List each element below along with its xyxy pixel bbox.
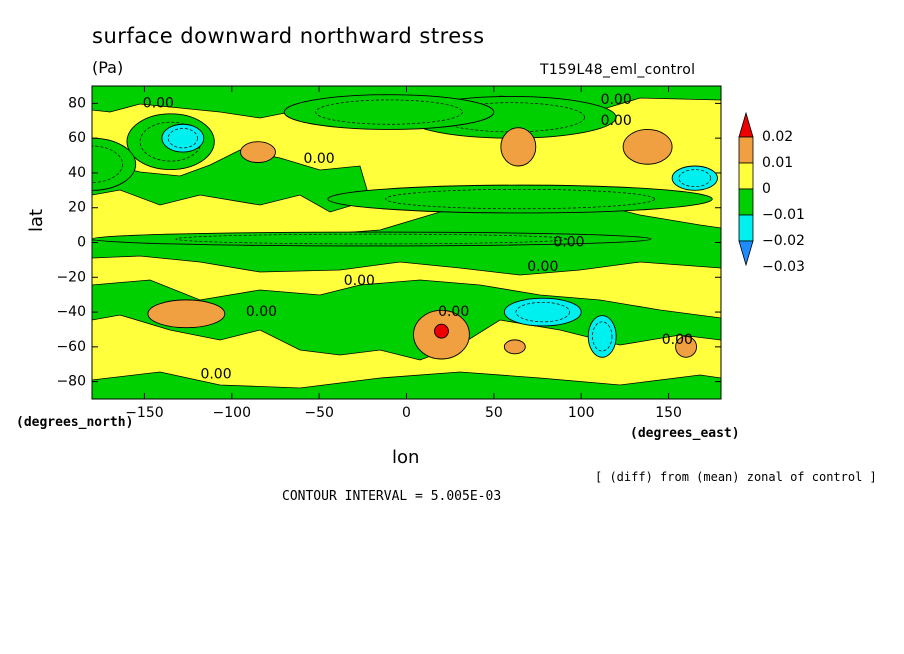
contour-label: 0.00 (527, 259, 558, 275)
contour-interval: CONTOUR INTERVAL = 5.005E-03 (282, 489, 502, 504)
y-axis-label: lat (26, 208, 47, 232)
dashed-contour (592, 321, 613, 352)
y-tick-label: 20 (68, 200, 86, 216)
contour-fill-layers (92, 86, 721, 399)
colorbar-label: 0 (762, 181, 771, 197)
y-tick-label: −60 (56, 339, 86, 355)
colorbar-label: −0.01 (762, 207, 805, 223)
anomaly-region (240, 141, 276, 163)
colorbar-label: −0.03 (762, 259, 805, 275)
colorbar-swatch (738, 162, 754, 190)
x-tick-label: 100 (568, 405, 595, 421)
contour-label: 0.00 (143, 95, 174, 111)
dataset-label: T159L48_eml_control (540, 62, 696, 78)
dashed-contour (515, 301, 571, 323)
dashed-contour (92, 145, 123, 183)
y-tick-label: −40 (56, 304, 86, 320)
contour-label: 0.00 (344, 273, 375, 289)
dashed-contour (678, 169, 712, 188)
y-units: (degrees_north) (16, 415, 134, 430)
anomaly-region (675, 335, 697, 358)
y-tick-label: 0 (77, 235, 86, 251)
colorbar-label: 0.02 (762, 129, 793, 145)
y-tick-label: −20 (56, 269, 86, 285)
contour-label: 0.00 (200, 367, 231, 383)
dashed-contour (167, 128, 198, 149)
anomaly-region (92, 137, 137, 191)
x-tick-label: 50 (485, 405, 503, 421)
chart-title: surface downward northward stress (92, 24, 485, 48)
contour-label: 0.00 (246, 304, 277, 320)
y-tick-label: −80 (56, 374, 86, 390)
diff-note: [ (diff) from (mean) zonal of control ] (595, 470, 877, 484)
band-far-south (92, 371, 721, 399)
y-tick-label: 40 (68, 165, 86, 181)
contour-label: 0.00 (601, 92, 632, 108)
contour-label: 0.00 (662, 332, 693, 348)
y-tick-label: 60 (68, 130, 86, 146)
colorbar-swatch (738, 214, 754, 242)
colorbar-swatch (738, 188, 754, 216)
x-units: (degrees_east) (630, 426, 740, 441)
anomaly-region (503, 339, 526, 355)
dashed-contour (385, 188, 655, 210)
x-tick-label: −50 (304, 405, 334, 421)
x-tick-label: −100 (213, 405, 251, 421)
contour-label: 0.00 (304, 151, 335, 167)
x-axis-label: lon (392, 447, 420, 468)
contour-label: 0.00 (438, 304, 469, 320)
anomaly-region (434, 323, 449, 339)
colorbar-label: 0.01 (762, 155, 793, 171)
x-tick-label: −150 (125, 405, 163, 421)
contour-label: 0.00 (601, 113, 632, 129)
contour-label: 0.00 (553, 235, 584, 251)
anomaly-region (622, 129, 673, 165)
colorbar-swatch (738, 136, 754, 164)
chart-units: (Pa) (92, 58, 124, 77)
y-tick-label: 80 (68, 95, 86, 111)
colorbar-label: −0.02 (762, 233, 805, 249)
x-tick-label: 0 (402, 405, 411, 421)
dashed-contour (315, 99, 463, 125)
x-tick-label: 150 (655, 405, 682, 421)
colorbar-swatch (738, 240, 754, 267)
dashed-contour (175, 233, 568, 245)
anomaly-region (147, 299, 226, 329)
colorbar-swatch (738, 111, 754, 138)
anomaly-region (500, 127, 537, 167)
